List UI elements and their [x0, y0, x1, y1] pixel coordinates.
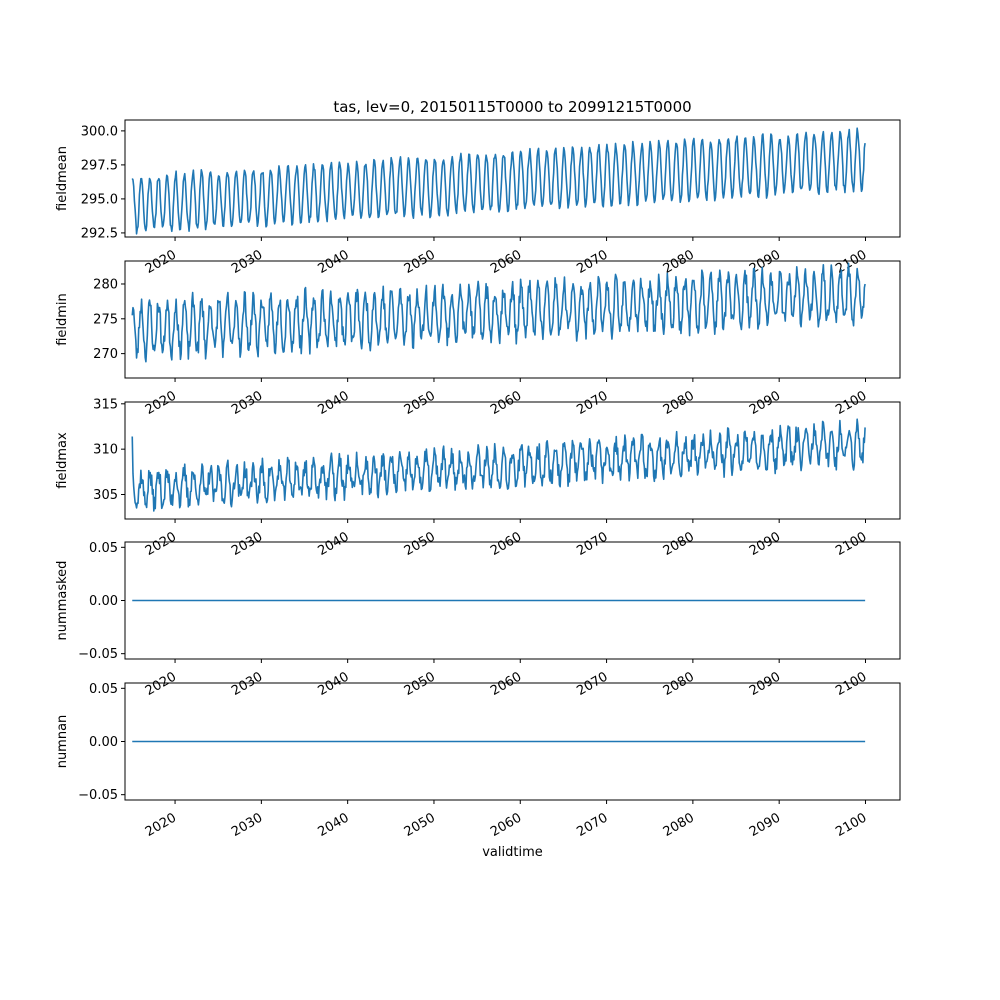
- x-tick-label: 2020: [143, 529, 179, 559]
- subplot-fieldmin: 270 275 280 2020 2030 2040 2050 2060 2070 2080 209…: [55, 260, 901, 418]
- axes-frame: [124, 260, 901, 379]
- x-tick-label: 2050: [402, 388, 438, 418]
- x-tick-label: 2020: [143, 388, 179, 418]
- x-tick-label: 2080: [661, 669, 697, 699]
- x-tick-label: 2060: [488, 247, 524, 277]
- x-tick-label: 2060: [488, 669, 524, 699]
- y-tick-label: 297.5: [81, 158, 118, 173]
- x-axis-label: validtime: [482, 845, 543, 860]
- x-tick-label: 2040: [316, 388, 352, 418]
- x-tick-label: 2070: [574, 247, 610, 277]
- x-tick-label: 2080: [661, 247, 697, 277]
- series-line-fieldmin: [131, 262, 866, 363]
- x-tick-label: 2090: [747, 669, 783, 699]
- chart-title: tas, lev=0, 20150115T0000 to 20991215T00…: [333, 98, 691, 116]
- y-tick-label: 315: [93, 397, 118, 412]
- x-tick-label: 2040: [316, 247, 352, 277]
- y-axis-label: fieldmin: [55, 293, 70, 346]
- x-tick-label: 2040: [316, 669, 352, 699]
- y-axis-label: numnan: [55, 715, 70, 769]
- x-tick-label: 2030: [229, 529, 265, 559]
- x-tick-label: 2050: [402, 810, 438, 840]
- x-tick-label: 2030: [229, 810, 265, 840]
- y-tick-label: 305: [93, 488, 118, 503]
- x-tick-label: 2020: [143, 247, 179, 277]
- x-tick-label: 2060: [488, 810, 524, 840]
- x-tick-label: 2060: [488, 529, 524, 559]
- x-tick-label: 2040: [316, 529, 352, 559]
- x-tick-label: 2030: [229, 247, 265, 277]
- x-tick-label: 2020: [143, 810, 179, 840]
- y-tick-label: 300.0: [81, 124, 118, 139]
- y-axis-label: nummasked: [55, 561, 70, 641]
- x-tick-label: 2050: [402, 529, 438, 559]
- x-tick-label: 2070: [574, 669, 610, 699]
- y-tick-label: −0.05: [78, 647, 118, 662]
- series-line-fieldmean: [131, 127, 866, 235]
- y-tick-label: 0.05: [89, 682, 118, 697]
- y-tick-label: 270: [93, 347, 118, 362]
- y-tick-label: −0.05: [78, 788, 118, 803]
- x-tick-label: 2050: [402, 669, 438, 699]
- subplot-numnan: −0.05 0.00 0.05 2020 2030 2040 2050 2060 2070 208…: [55, 682, 901, 860]
- axes-frame: [124, 401, 901, 520]
- x-tick-label: 2100: [833, 669, 869, 699]
- x-tick-label: 2100: [833, 810, 869, 840]
- y-axis-label: fieldmax: [55, 432, 70, 489]
- y-tick-label: 275: [93, 312, 118, 327]
- x-tick-label: 2090: [747, 247, 783, 277]
- y-tick-label: 292.5: [81, 226, 118, 241]
- x-tick-label: 2050: [402, 247, 438, 277]
- y-tick-label: 295.0: [81, 192, 118, 207]
- x-tick-label: 2100: [833, 388, 869, 418]
- x-tick-label: 2100: [833, 529, 869, 559]
- x-tick-label: 2070: [574, 388, 610, 418]
- x-tick-label: 2040: [316, 810, 352, 840]
- y-tick-label: 0.00: [89, 594, 118, 609]
- y-axis-label: fieldmean: [55, 146, 70, 211]
- axes-frame: [124, 119, 901, 238]
- y-tick-label: 0.00: [89, 735, 118, 750]
- subplot-nummasked: −0.05 0.00 0.05 2020 2030 2040 2050 2060 2070 208…: [55, 541, 901, 699]
- x-tick-label: 2080: [661, 388, 697, 418]
- x-tick-label: 2100: [833, 247, 869, 277]
- y-tick-label: 0.05: [89, 541, 118, 556]
- x-tick-label: 2070: [574, 810, 610, 840]
- x-tick-label: 2070: [574, 529, 610, 559]
- y-tick-label: 310: [93, 443, 118, 458]
- y-tick-label: 280: [93, 277, 118, 292]
- subplot-fieldmean: 292.5 295.0 297.5 300.0 2020 2030 2040 2050 2060…: [55, 98, 901, 277]
- x-tick-label: 2090: [747, 388, 783, 418]
- series-line-fieldmax: [131, 418, 866, 512]
- x-tick-label: 2090: [747, 529, 783, 559]
- x-tick-label: 2080: [661, 529, 697, 559]
- subplot-fieldmax: 305 310 315 2020 2030 2040 2050 2060 2070 2080 209…: [55, 397, 901, 559]
- x-tick-label: 2060: [488, 388, 524, 418]
- x-tick-label: 2030: [229, 669, 265, 699]
- x-tick-label: 2030: [229, 388, 265, 418]
- x-tick-label: 2090: [747, 810, 783, 840]
- x-tick-label: 2020: [143, 669, 179, 699]
- x-tick-label: 2080: [661, 810, 697, 840]
